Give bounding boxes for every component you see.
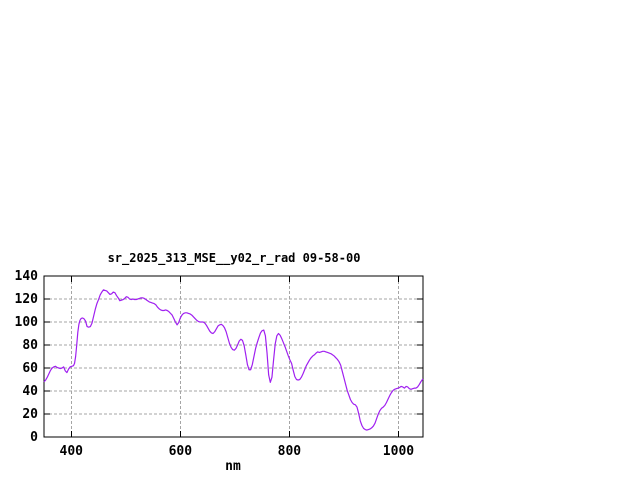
x-axis-label: nm [225, 459, 241, 474]
data-series-line [43, 289, 424, 431]
y-tick-label: 120 [15, 292, 39, 307]
grid-layer [44, 276, 423, 437]
y-tick-label: 100 [15, 315, 39, 330]
y-tick-label: 60 [22, 361, 38, 376]
x-tick-label: 800 [278, 444, 302, 459]
data-series-layer [43, 289, 424, 431]
x-tick-label: 600 [169, 444, 193, 459]
plot-border [43, 275, 424, 438]
tick-label-layer: 0 20 40 60 80 100 120 140 400 600 800 1000 [15, 269, 415, 459]
y-tick-label: 80 [22, 338, 38, 353]
axis-layer [43, 275, 424, 438]
x-tick-label: 400 [60, 444, 84, 459]
chart-title: sr_2025_313_MSE__y02_r_rad 09-58-00 [108, 251, 361, 266]
y-tick-label: 40 [22, 384, 38, 399]
y-tick-label: 0 [30, 430, 38, 445]
y-tick-label: 140 [15, 269, 39, 284]
y-tick-label: 20 [22, 407, 38, 422]
x-tick-label: 1000 [383, 444, 414, 459]
